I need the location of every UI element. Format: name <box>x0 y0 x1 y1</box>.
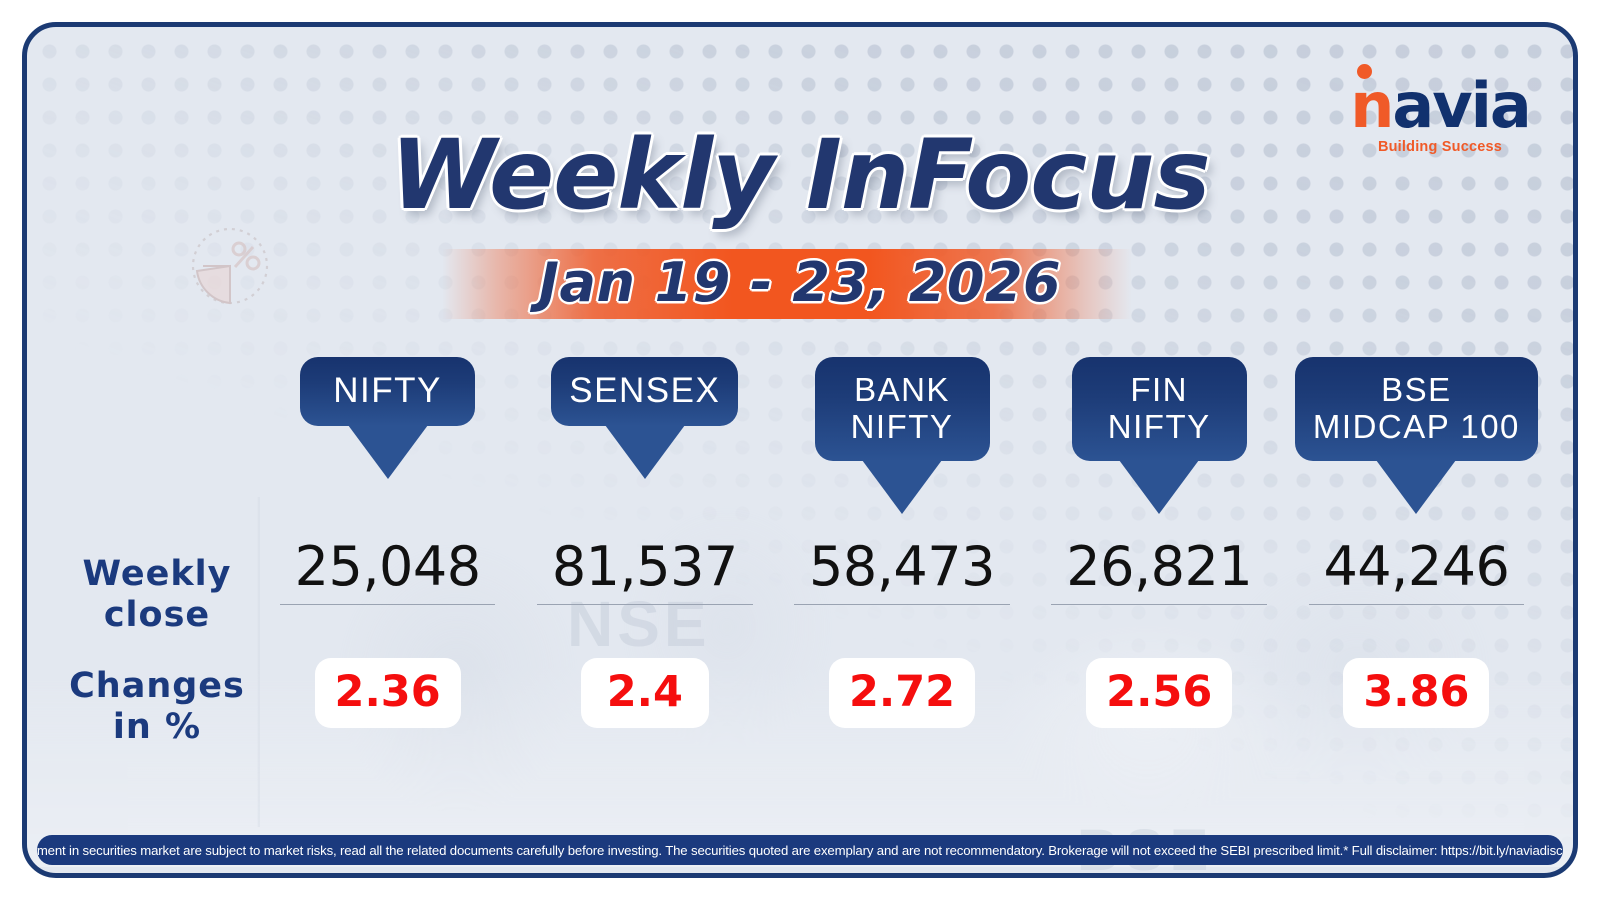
disclaimer-text: Investment in securities market are subj… <box>37 842 1563 858</box>
tab-label: NIFTY <box>300 357 476 426</box>
column-sensex: SENSEX <box>516 357 773 479</box>
tab-bse-midcap-100[interactable]: BSE MIDCAP 100 <box>1294 357 1538 514</box>
cell-weekly-close-bse-midcap-100: 44,246 <box>1288 536 1545 605</box>
page-title: Weekly InFocus <box>390 119 1210 231</box>
row-label-changes: Changes in % <box>55 636 259 748</box>
weekly-close-row: Weekly close 25,048 81,537 58,473 26,821… <box>55 536 1545 636</box>
column-bank-nifty: BANK NIFTY <box>773 357 1030 514</box>
change-badge: 2.56 <box>1086 658 1233 728</box>
tab-pointer-icon <box>862 460 942 514</box>
table-header-row: NIFTY SENSEX BANK NIFTY FIN NIFTY <box>55 357 1545 514</box>
cell-change-bse-midcap-100: 3.86 <box>1288 636 1545 728</box>
cell-divider <box>536 604 753 605</box>
row-label-weekly-close: Weekly close <box>55 536 259 636</box>
cell-weekly-close-sensex: 81,537 <box>516 536 773 605</box>
tab-pointer-icon <box>604 425 685 479</box>
cell-divider <box>1308 604 1525 605</box>
cell-change-nifty: 2.36 <box>259 636 516 728</box>
tab-pointer-icon <box>1119 460 1200 514</box>
tab-label: SENSEX <box>551 357 739 426</box>
tab-pointer-icon <box>347 425 428 479</box>
changes-row: Changes in % 2.36 2.4 2.72 2.56 3.86 <box>55 636 1545 748</box>
column-fin-nifty: FIN NIFTY <box>1031 357 1288 514</box>
cell-change-bank-nifty: 2.72 <box>773 636 1030 728</box>
row-label-text: Weekly close <box>82 554 232 635</box>
row-label-text: Changes in % <box>69 666 245 747</box>
column-nifty: NIFTY <box>259 357 516 479</box>
column-bse-midcap-100: BSE MIDCAP 100 <box>1288 357 1545 514</box>
cell-divider <box>1051 604 1268 605</box>
tab-label: FIN NIFTY <box>1071 357 1247 461</box>
change-badge: 2.72 <box>828 658 976 728</box>
disclaimer-bar: Investment in securities market are subj… <box>37 835 1563 865</box>
tab-label: BANK NIFTY <box>814 357 990 461</box>
tab-label: BSE MIDCAP 100 <box>1294 357 1538 461</box>
value-text: 81,537 <box>551 535 738 598</box>
tab-bank-nifty[interactable]: BANK NIFTY <box>814 357 990 514</box>
value-text: 58,473 <box>809 535 995 598</box>
cell-change-sensex: 2.4 <box>516 636 773 728</box>
poster-card: NSE BSE navia Building Success Weekly In… <box>22 22 1578 878</box>
cell-weekly-close-nifty: 25,048 <box>259 536 516 605</box>
cell-weekly-close-fin-nifty: 26,821 <box>1031 536 1288 605</box>
tab-fin-nifty[interactable]: FIN NIFTY <box>1071 357 1247 514</box>
value-text: 26,821 <box>1066 535 1253 598</box>
tab-sensex[interactable]: SENSEX <box>551 357 739 479</box>
change-badge: 3.86 <box>1343 658 1490 728</box>
change-badge: 2.4 <box>580 658 709 728</box>
indices-table: NIFTY SENSEX BANK NIFTY FIN NIFTY <box>55 357 1545 748</box>
tab-nifty[interactable]: NIFTY <box>300 357 476 479</box>
value-text: 25,048 <box>294 535 481 598</box>
cell-weekly-close-bank-nifty: 58,473 <box>773 536 1030 605</box>
tab-pointer-icon <box>1376 460 1457 514</box>
cell-divider <box>279 604 496 605</box>
value-text: 44,246 <box>1323 535 1510 598</box>
cell-change-fin-nifty: 2.56 <box>1031 636 1288 728</box>
cell-divider <box>794 604 1010 605</box>
date-range: Jan 19 - 23, 2026 <box>538 251 1062 314</box>
change-badge: 2.36 <box>314 658 461 728</box>
